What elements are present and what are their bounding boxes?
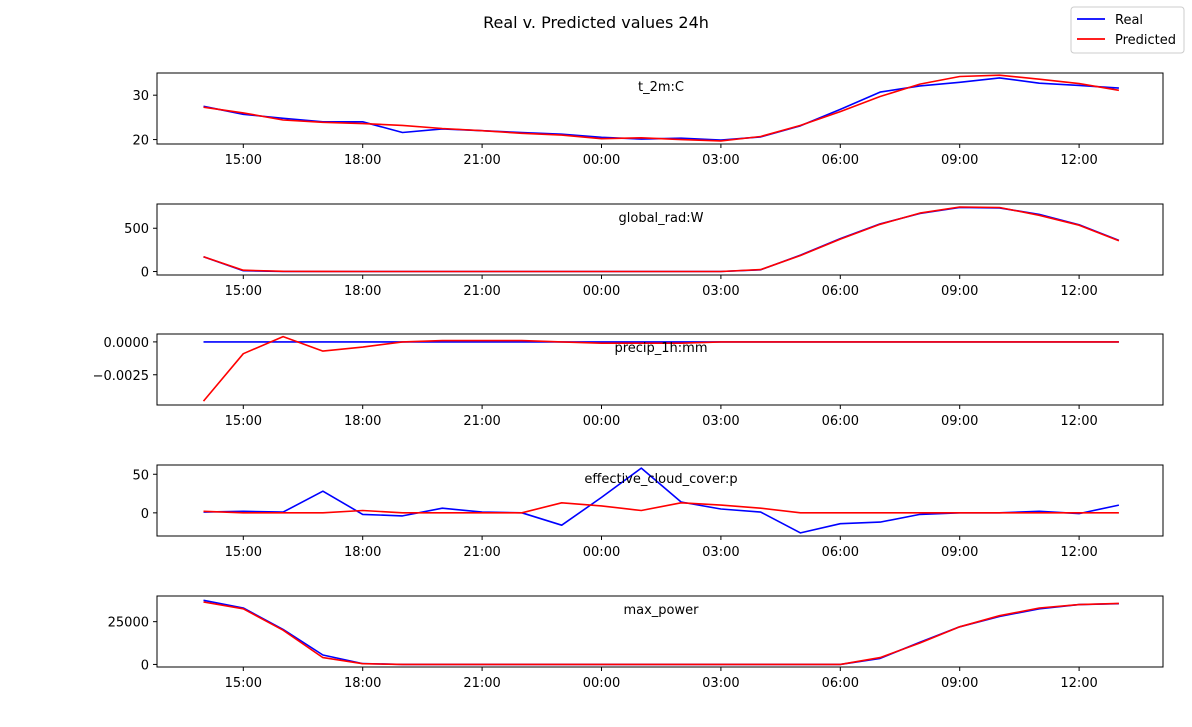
figure-title: Real v. Predicted values 24h <box>483 13 709 32</box>
x-tick-label: 21:00 <box>463 414 500 429</box>
x-tick-label: 06:00 <box>822 545 859 560</box>
x-tick-label: 21:00 <box>463 545 500 560</box>
x-tick-label: 09:00 <box>941 284 978 299</box>
legend-label-real: Real <box>1115 13 1143 28</box>
axes-frame <box>156 333 1164 406</box>
series-line-predicted <box>202 335 1119 402</box>
axes-frame <box>156 203 1164 276</box>
y-tick-label: 30 <box>132 89 149 104</box>
x-tick-label: 06:00 <box>822 153 859 168</box>
y-tick-label: 0 <box>141 507 149 522</box>
subplots: t_2m:C 15:00 18:00 21:00 00:00 03:00 06:00 09:0… <box>93 72 1164 691</box>
x-tick-label: 18:00 <box>344 414 381 429</box>
x-tick-label: 09:00 <box>941 153 978 168</box>
subplot-5: max_power 15:00 18:00 21:00 00:00 03:00 06:00 0… <box>108 595 1164 691</box>
x-tick-label: 12:00 <box>1060 545 1097 560</box>
x-tick-label: 15:00 <box>225 676 262 691</box>
series-line-predicted <box>203 501 1119 514</box>
subplot-4: effective_cloud_cover:p15:00 18:00 21:00 00… <box>132 464 1164 560</box>
subplot-title: max_power <box>623 603 699 618</box>
x-tick-label: 12:00 <box>1060 676 1097 691</box>
y-tick-label: 500 <box>124 222 149 237</box>
x-tick-label: 00:00 <box>583 414 620 429</box>
series-line-predicted <box>203 601 1119 666</box>
legend: Real Predicted <box>1070 6 1185 54</box>
subplot-title: global_rad:W <box>619 211 704 226</box>
x-tick-label: 21:00 <box>463 284 500 299</box>
x-tick-label: 09:00 <box>941 545 978 560</box>
x-tick-label: 03:00 <box>702 414 739 429</box>
subplot-title: effective_cloud_cover:p <box>584 472 737 487</box>
x-tick-label: 00:00 <box>583 676 620 691</box>
series-line-predicted <box>203 74 1120 142</box>
x-tick-label: 00:00 <box>583 284 620 299</box>
x-tick-label: 15:00 <box>225 284 262 299</box>
x-tick-label: 00:00 <box>583 545 620 560</box>
x-tick-label: 18:00 <box>344 153 381 168</box>
x-tick-label: 09:00 <box>941 414 978 429</box>
x-tick-label: 15:00 <box>225 545 262 560</box>
subplot-title: t_2m:C <box>638 80 684 95</box>
axes-frame <box>156 464 1164 537</box>
y-tick-label: 0 <box>141 658 149 673</box>
subplot-1: t_2m:C 15:00 18:00 21:00 00:00 03:00 06:00 09:0… <box>132 72 1164 168</box>
x-tick-label: 03:00 <box>702 545 739 560</box>
x-tick-label: 06:00 <box>822 414 859 429</box>
subplot-title: precip_1h:mm <box>614 341 707 356</box>
x-tick-label: 18:00 <box>344 545 381 560</box>
x-tick-label: 15:00 <box>225 414 262 429</box>
x-tick-label: 12:00 <box>1060 153 1097 168</box>
x-tick-label: 06:00 <box>822 284 859 299</box>
subplot-3: precip_1h:mm 15:00 18:00 21:00 00:00 03:00 06:… <box>93 333 1164 429</box>
axes-frame <box>156 595 1164 668</box>
x-tick-label: 21:00 <box>463 153 500 168</box>
y-tick-label: 0.0000 <box>104 336 150 351</box>
x-tick-label: 18:00 <box>344 284 381 299</box>
x-tick-label: 12:00 <box>1060 414 1097 429</box>
axes-frame <box>156 72 1164 145</box>
x-tick-label: 12:00 <box>1060 284 1097 299</box>
x-tick-label: 09:00 <box>941 676 978 691</box>
subplot-2: global_rad:W 15:00 18:00 21:00 00:00 03:00 06:… <box>124 203 1164 299</box>
y-tick-label: 0 <box>141 266 149 281</box>
x-tick-label: 03:00 <box>702 284 739 299</box>
x-tick-label: 21:00 <box>463 676 500 691</box>
y-tick-label: −0.0025 <box>93 369 149 384</box>
x-tick-label: 03:00 <box>702 676 739 691</box>
y-tick-label: 20 <box>132 134 149 149</box>
y-tick-label: 25000 <box>108 616 149 631</box>
y-tick-label: 50 <box>132 468 149 483</box>
x-tick-label: 15:00 <box>225 153 262 168</box>
x-tick-label: 06:00 <box>822 676 859 691</box>
x-tick-label: 18:00 <box>344 676 381 691</box>
series-line-predicted <box>203 206 1120 273</box>
legend-label-predicted: Predicted <box>1115 33 1176 48</box>
x-tick-label: 03:00 <box>702 153 739 168</box>
x-tick-label: 00:00 <box>583 153 620 168</box>
